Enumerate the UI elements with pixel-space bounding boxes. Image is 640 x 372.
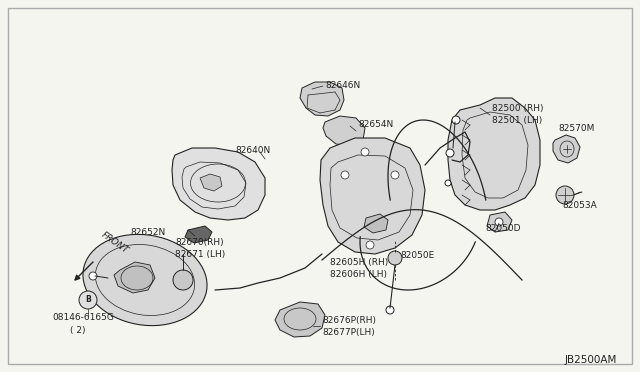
Circle shape — [89, 272, 97, 280]
Polygon shape — [553, 135, 580, 163]
Text: B: B — [85, 295, 91, 305]
Text: 82671 (LH): 82671 (LH) — [175, 250, 225, 259]
Circle shape — [452, 116, 460, 124]
Circle shape — [446, 149, 454, 157]
Polygon shape — [185, 226, 212, 243]
Circle shape — [388, 251, 402, 265]
Text: 82570M: 82570M — [558, 124, 595, 132]
Text: 08146-6165G: 08146-6165G — [52, 314, 114, 323]
Circle shape — [495, 218, 503, 226]
Text: 82670(RH): 82670(RH) — [175, 237, 223, 247]
Text: 82050E: 82050E — [400, 250, 435, 260]
Polygon shape — [364, 214, 388, 233]
Text: 82605H (RH): 82605H (RH) — [330, 257, 388, 266]
Text: 82606H (LH): 82606H (LH) — [330, 269, 387, 279]
Circle shape — [445, 180, 451, 186]
Circle shape — [361, 148, 369, 156]
Text: ( 2): ( 2) — [70, 326, 86, 334]
Circle shape — [556, 186, 574, 204]
Text: 82501 (LH): 82501 (LH) — [492, 115, 542, 125]
Polygon shape — [172, 148, 265, 220]
Polygon shape — [323, 116, 365, 146]
Polygon shape — [114, 262, 155, 293]
Polygon shape — [448, 98, 540, 210]
Text: 82050D: 82050D — [485, 224, 520, 232]
Text: 82053A: 82053A — [562, 201, 596, 209]
Text: 82676P(RH): 82676P(RH) — [322, 315, 376, 324]
Circle shape — [79, 291, 97, 309]
Text: 82640N: 82640N — [235, 145, 270, 154]
Ellipse shape — [83, 234, 207, 326]
Polygon shape — [487, 212, 512, 232]
Polygon shape — [200, 174, 222, 191]
Circle shape — [391, 171, 399, 179]
Text: 82500 (RH): 82500 (RH) — [492, 103, 543, 112]
Text: 82652N: 82652N — [130, 228, 165, 237]
Text: FRONT: FRONT — [100, 230, 131, 255]
Text: 82654N: 82654N — [358, 119, 393, 128]
Polygon shape — [275, 302, 325, 337]
Text: JB2500AM: JB2500AM — [565, 355, 618, 365]
Circle shape — [386, 306, 394, 314]
Circle shape — [173, 270, 193, 290]
Polygon shape — [320, 138, 425, 254]
Text: 82646N: 82646N — [325, 80, 360, 90]
Text: 82677P(LH): 82677P(LH) — [322, 327, 375, 337]
Polygon shape — [300, 82, 344, 116]
Circle shape — [366, 241, 374, 249]
Circle shape — [341, 171, 349, 179]
